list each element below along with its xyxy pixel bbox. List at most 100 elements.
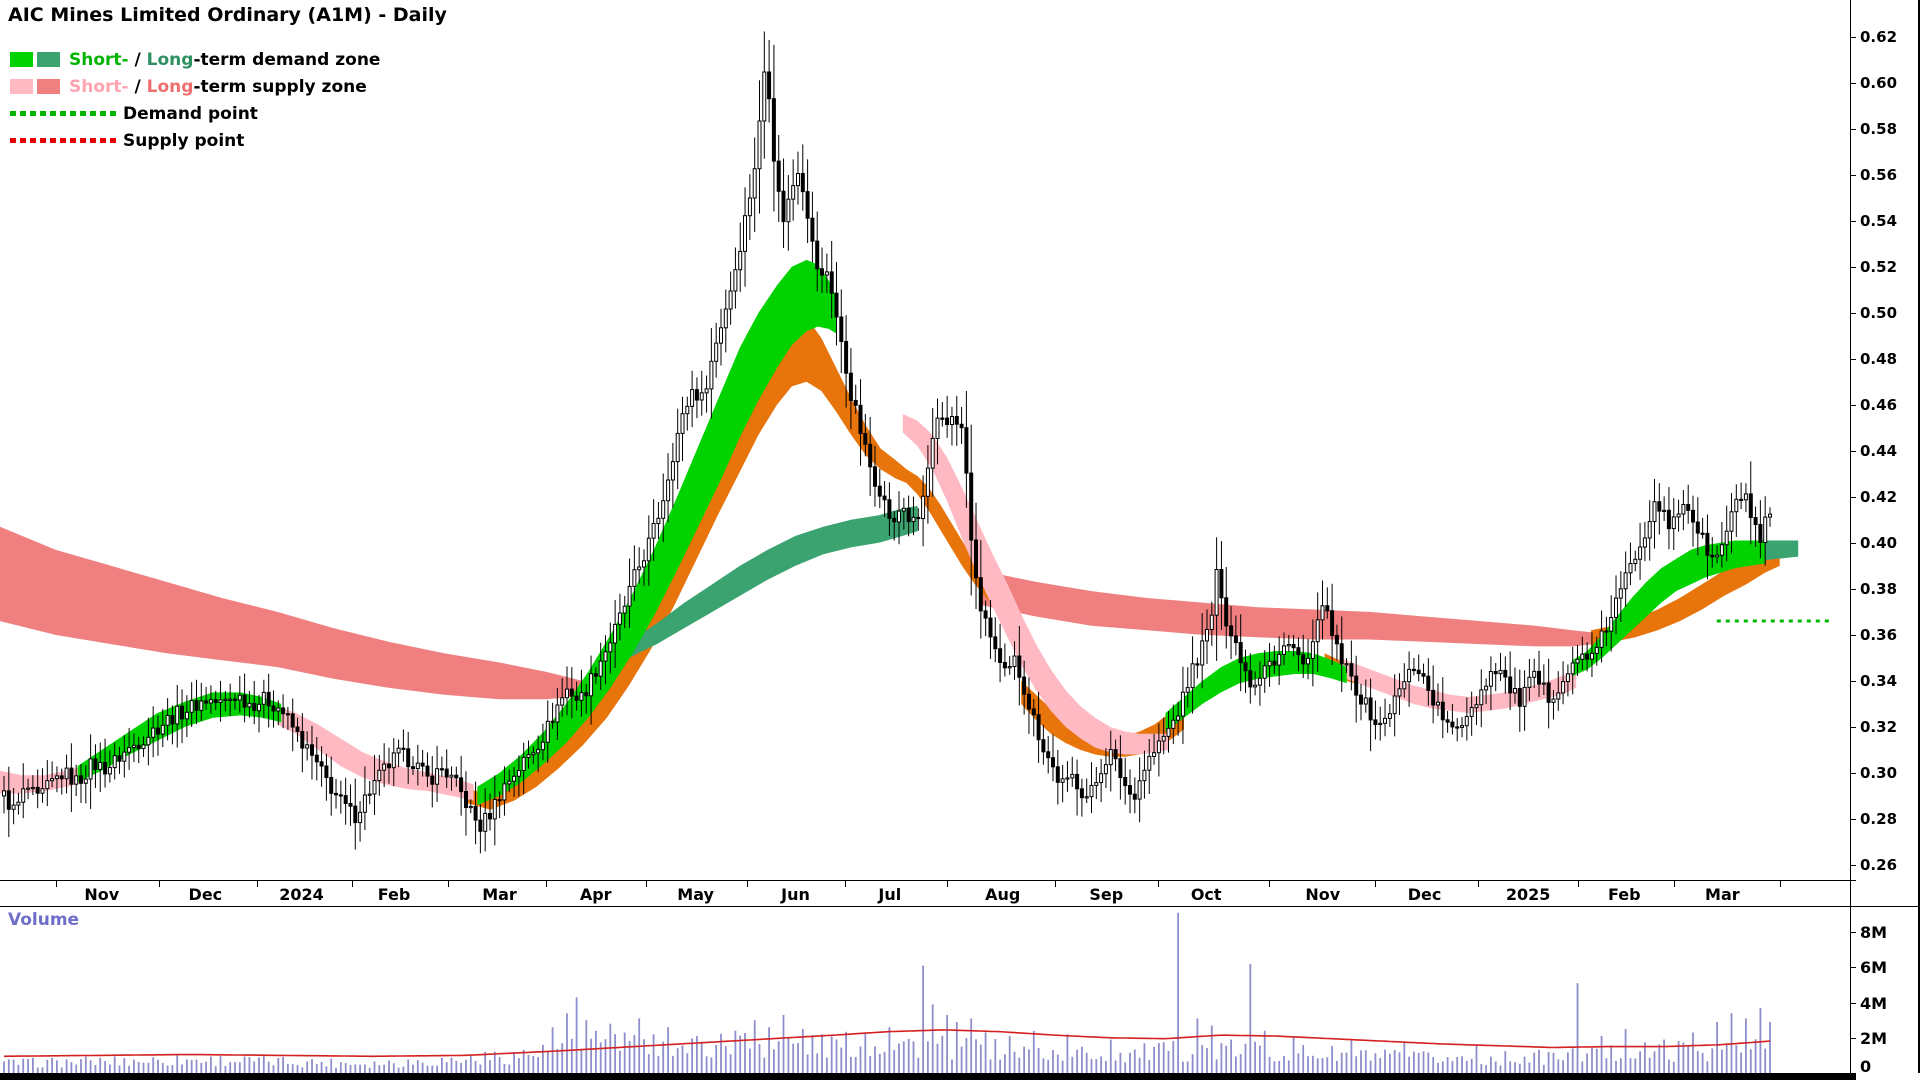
candle-body — [1753, 517, 1758, 525]
volume-bar — [792, 1043, 795, 1073]
candle-body — [1233, 635, 1238, 644]
volume-bar — [821, 1034, 823, 1073]
time-axis-label: Nov — [84, 885, 120, 904]
candle-body — [1002, 662, 1007, 669]
candle-body — [565, 688, 569, 699]
volume-bar — [1336, 1060, 1338, 1073]
time-axis-tick — [55, 881, 57, 887]
volume-bar — [854, 1056, 857, 1073]
candle-body — [1046, 751, 1051, 759]
volume-bar — [1259, 1045, 1261, 1073]
volume-bar — [1283, 1056, 1285, 1073]
price-axis-tick — [1851, 588, 1856, 590]
volume-bar — [1124, 1062, 1127, 1073]
volume-bar — [859, 1046, 862, 1073]
candle-body — [1604, 630, 1609, 633]
volume-bar — [647, 1054, 650, 1073]
candle-body — [1666, 509, 1671, 530]
volume-bar — [1018, 1057, 1021, 1073]
candle-body — [1368, 697, 1373, 721]
candle-body — [1546, 682, 1551, 703]
price-chart-canvas[interactable] — [0, 0, 1850, 880]
time-axis-tick — [447, 881, 449, 887]
candle-body — [184, 711, 189, 720]
time-axis-label: Dec — [188, 885, 223, 904]
candle-body — [459, 777, 464, 793]
zone-ribbons-layer — [0, 259, 1799, 810]
volume-bar — [1138, 1057, 1141, 1073]
volume-bar — [922, 965, 924, 1073]
volume-bar — [1061, 1060, 1064, 1073]
volume-bar — [715, 1044, 718, 1073]
volume-bar — [811, 1035, 814, 1073]
volume-bar — [551, 1027, 554, 1073]
candle-body — [964, 427, 969, 474]
price-axis-label: 0.34 — [1860, 671, 1898, 690]
volume-bar — [344, 1063, 347, 1073]
volume-bar — [474, 1061, 477, 1073]
candle-body — [1691, 509, 1695, 523]
volume-bar — [157, 1059, 159, 1073]
volume-panel[interactable] — [0, 907, 1850, 1073]
volume-bar — [782, 1014, 785, 1073]
candle-body — [858, 404, 863, 434]
horizontal-scrollbar[interactable] — [0, 1073, 1856, 1080]
volume-bar — [1374, 1053, 1377, 1073]
candle-body — [1344, 663, 1349, 666]
candle-body — [2, 790, 6, 797]
time-axis-tick — [257, 881, 259, 887]
candle-body — [719, 327, 723, 344]
volume-bar — [1769, 1022, 1771, 1073]
volume-bar — [1595, 1048, 1598, 1073]
volume-bar — [1663, 1039, 1665, 1073]
candle-body — [488, 812, 492, 820]
candle-body — [11, 804, 16, 810]
price-chart-panel[interactable] — [0, 0, 1850, 880]
volume-bar — [739, 1035, 742, 1073]
volume-bar — [801, 1029, 804, 1073]
volume-bar — [104, 1061, 106, 1073]
volume-bar — [864, 1032, 867, 1073]
legend-supply-sep-text: / — [128, 76, 147, 97]
volume-bar — [1456, 1057, 1459, 1073]
candle-body — [88, 758, 93, 780]
candle-body — [285, 713, 290, 716]
candle-body — [444, 768, 449, 778]
candle-body — [1075, 773, 1080, 790]
volume-bar — [590, 1038, 592, 1073]
volume-bar — [1764, 1048, 1767, 1073]
volume-bar — [724, 1046, 727, 1073]
volume-bar — [109, 1064, 111, 1073]
candle-body — [175, 705, 180, 725]
candle-body — [1036, 714, 1041, 741]
volume-axis-tick — [1851, 967, 1856, 969]
volume-bar — [1085, 1052, 1088, 1073]
volume-axis-tick — [1851, 1037, 1856, 1039]
volume-bar — [282, 1056, 284, 1073]
volume-bar — [383, 1064, 385, 1073]
volume-bar — [1610, 1045, 1613, 1073]
volume-bar — [1263, 1030, 1266, 1073]
volume-bar — [200, 1063, 203, 1073]
candle-body — [589, 673, 594, 697]
volume-bar — [407, 1059, 410, 1073]
volume-bar — [1090, 1059, 1093, 1073]
candle-body — [45, 780, 50, 790]
volume-bar — [392, 1063, 395, 1073]
candle-body — [978, 577, 983, 612]
volume-bar — [1696, 1051, 1699, 1073]
volume-bar — [542, 1044, 544, 1073]
volume-bar — [1518, 1063, 1521, 1073]
volume-bar — [238, 1062, 241, 1073]
volume-bar — [1528, 1062, 1531, 1073]
candle-body — [709, 360, 714, 390]
candle-body — [762, 71, 767, 122]
candle-body — [1498, 669, 1503, 675]
time-axis-label: Jul — [878, 885, 902, 904]
volume-canvas[interactable] — [0, 907, 1850, 1073]
volume-bar — [1759, 1007, 1762, 1073]
time-axis-tick — [1374, 881, 1376, 887]
price-axis-tick — [1851, 174, 1856, 176]
candle-body — [59, 775, 64, 780]
